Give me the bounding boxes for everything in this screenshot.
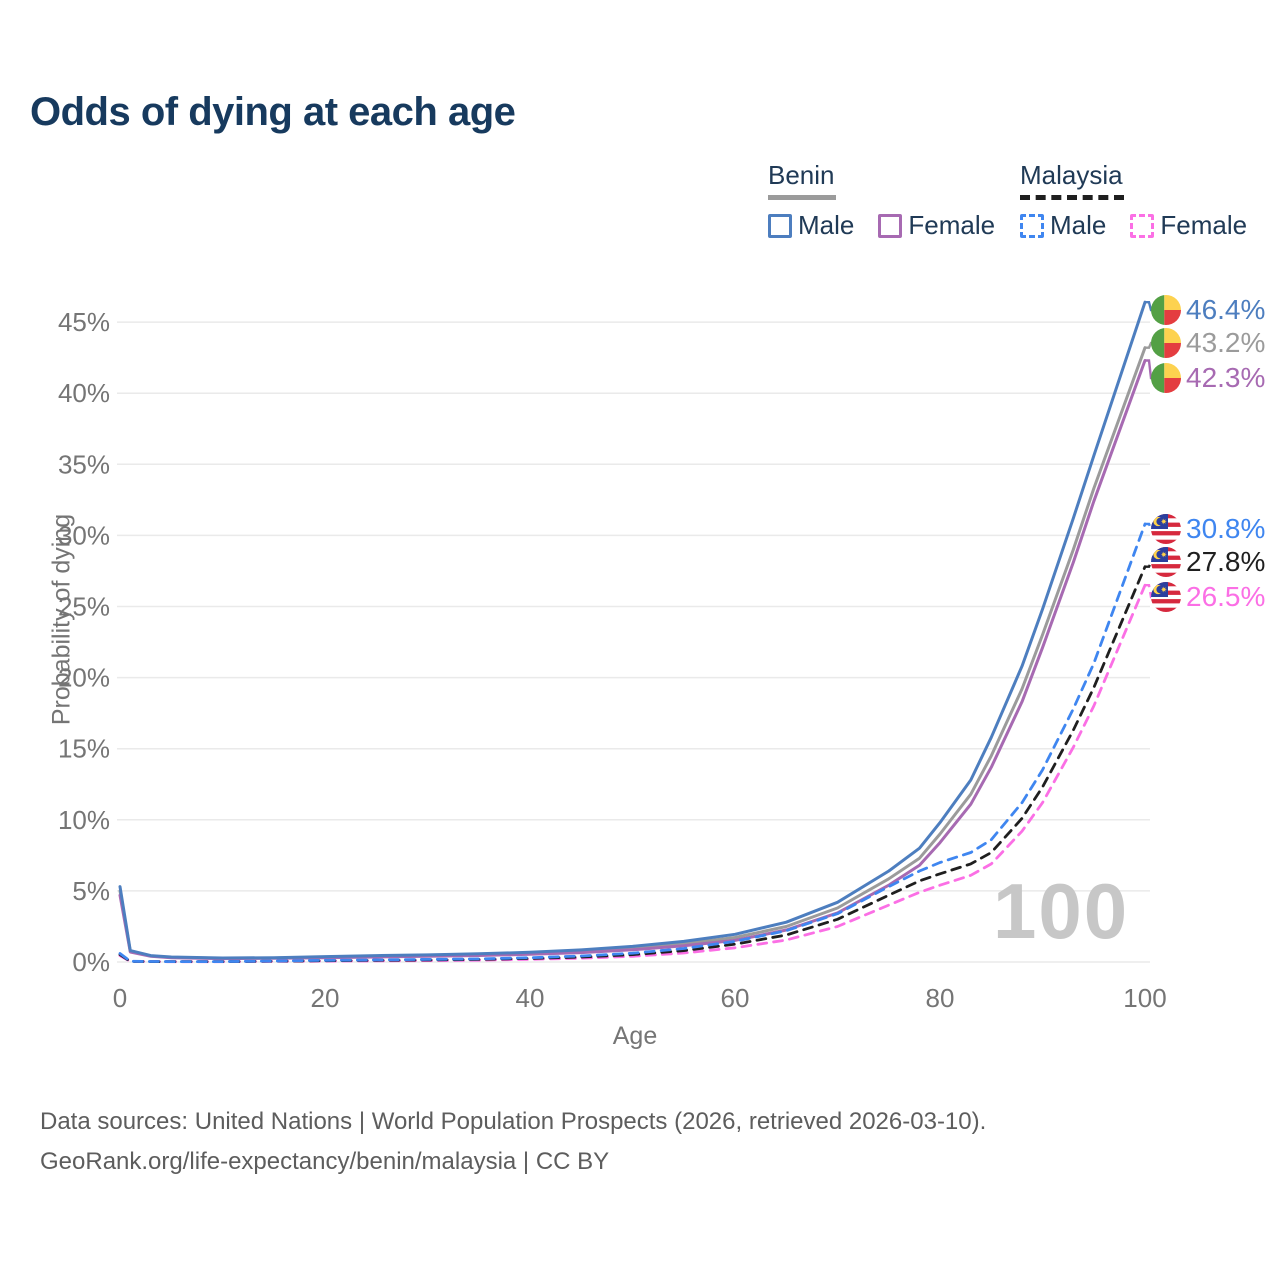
y-tick-label: 35% — [58, 449, 110, 479]
benin-male-swatch-icon — [768, 213, 792, 238]
legend-group-benin: Benin Male Female — [768, 160, 995, 241]
x-tick-label: 80 — [926, 983, 955, 1013]
x-tick-label: 40 — [516, 983, 545, 1013]
age-100-watermark: 100 — [993, 867, 1130, 955]
end-label-benin-male: 46.4% — [1151, 294, 1266, 325]
y-tick-label: 5% — [72, 876, 110, 906]
benin-female-swatch-icon — [878, 213, 903, 238]
legend-item-label: Male — [798, 210, 855, 240]
data-source-text: Data sources: United Nations | World Pop… — [40, 1108, 987, 1135]
attribution-url-text: GeoRank.org/life-expectancy/benin/malays… — [40, 1148, 610, 1175]
series-line-benin-female — [118, 359, 1147, 961]
malaysia-flag-icon — [1151, 582, 1181, 612]
x-axis-title: Age — [612, 1022, 658, 1050]
x-tick-label: 0 — [113, 983, 127, 1013]
end-label-value: 46.4% — [1186, 294, 1266, 325]
legend-group-malaysia: Malaysia Male Female — [1020, 160, 1247, 241]
legend-malaysia-title[interactable]: Malaysia — [1020, 160, 1123, 190]
end-label-value: 26.5% — [1186, 581, 1266, 612]
end-label-connector — [1145, 584, 1155, 599]
malaysia-male-swatch-icon — [1020, 213, 1044, 238]
series-line-benin — [118, 346, 1147, 960]
end-label-value: 30.8% — [1186, 513, 1266, 544]
malaysia-line-style-swatch — [1020, 195, 1124, 200]
y-tick-label: 30% — [58, 520, 110, 550]
end-label-value: 27.8% — [1186, 546, 1266, 577]
x-tick-label: 100 — [1123, 983, 1166, 1013]
benin-line-style-swatch — [768, 195, 836, 200]
benin-flag-icon — [1151, 363, 1181, 393]
x-tick-label: 20 — [311, 983, 340, 1013]
malaysia-female-swatch-icon — [1130, 213, 1155, 238]
end-label-malaysia-male: 30.8% — [1151, 513, 1266, 544]
legend-item-benin-female[interactable]: Female — [878, 210, 995, 241]
malaysia-flag-icon — [1151, 547, 1181, 577]
end-label-benin-both: 43.2% — [1151, 327, 1266, 358]
page-title: Odds of dying at each age — [30, 90, 516, 134]
benin-flag-icon — [1151, 295, 1181, 325]
benin-flag-icon — [1151, 328, 1181, 358]
legend-benin-title[interactable]: Benin — [768, 160, 835, 190]
y-tick-label: 10% — [58, 805, 110, 835]
y-tick-label: 45% — [58, 307, 110, 337]
x-tick-label: 60 — [721, 983, 750, 1013]
legend-item-benin-male[interactable]: Male — [768, 210, 854, 241]
mortality-line-chart[interactable]: 0% 5% 10% 15% 20% 25% 30% 35% 40% 45% 0 20 40 60 80 100 — [0, 0, 1280, 1080]
y-tick-label: 0% — [72, 947, 110, 977]
end-label-malaysia-both: 27.8% — [1151, 546, 1266, 577]
legend-item-malaysia-female[interactable]: Female — [1130, 210, 1247, 241]
y-tick-label: 20% — [58, 663, 110, 693]
y-axis-title: Probability of dying — [47, 513, 76, 726]
series-line-malaysia-female — [118, 583, 1147, 964]
end-label-benin-female: 42.3% — [1151, 362, 1266, 393]
legend-item-label: Female — [908, 210, 996, 240]
end-label-malaysia-female: 26.5% — [1151, 581, 1266, 612]
end-label-value: 43.2% — [1186, 327, 1266, 358]
y-tick-label: 40% — [58, 378, 110, 408]
y-tick-label: 15% — [58, 734, 110, 764]
legend-item-label: Male — [1050, 210, 1107, 240]
y-tick-label: 25% — [58, 592, 110, 622]
malaysia-flag-icon — [1151, 514, 1181, 544]
legend-item-malaysia-male[interactable]: Male — [1020, 210, 1106, 241]
series-line-malaysia-male — [118, 522, 1147, 963]
legend-item-label: Female — [1160, 210, 1248, 240]
series-line-benin-male — [118, 300, 1147, 960]
end-label-value: 42.3% — [1186, 362, 1266, 393]
